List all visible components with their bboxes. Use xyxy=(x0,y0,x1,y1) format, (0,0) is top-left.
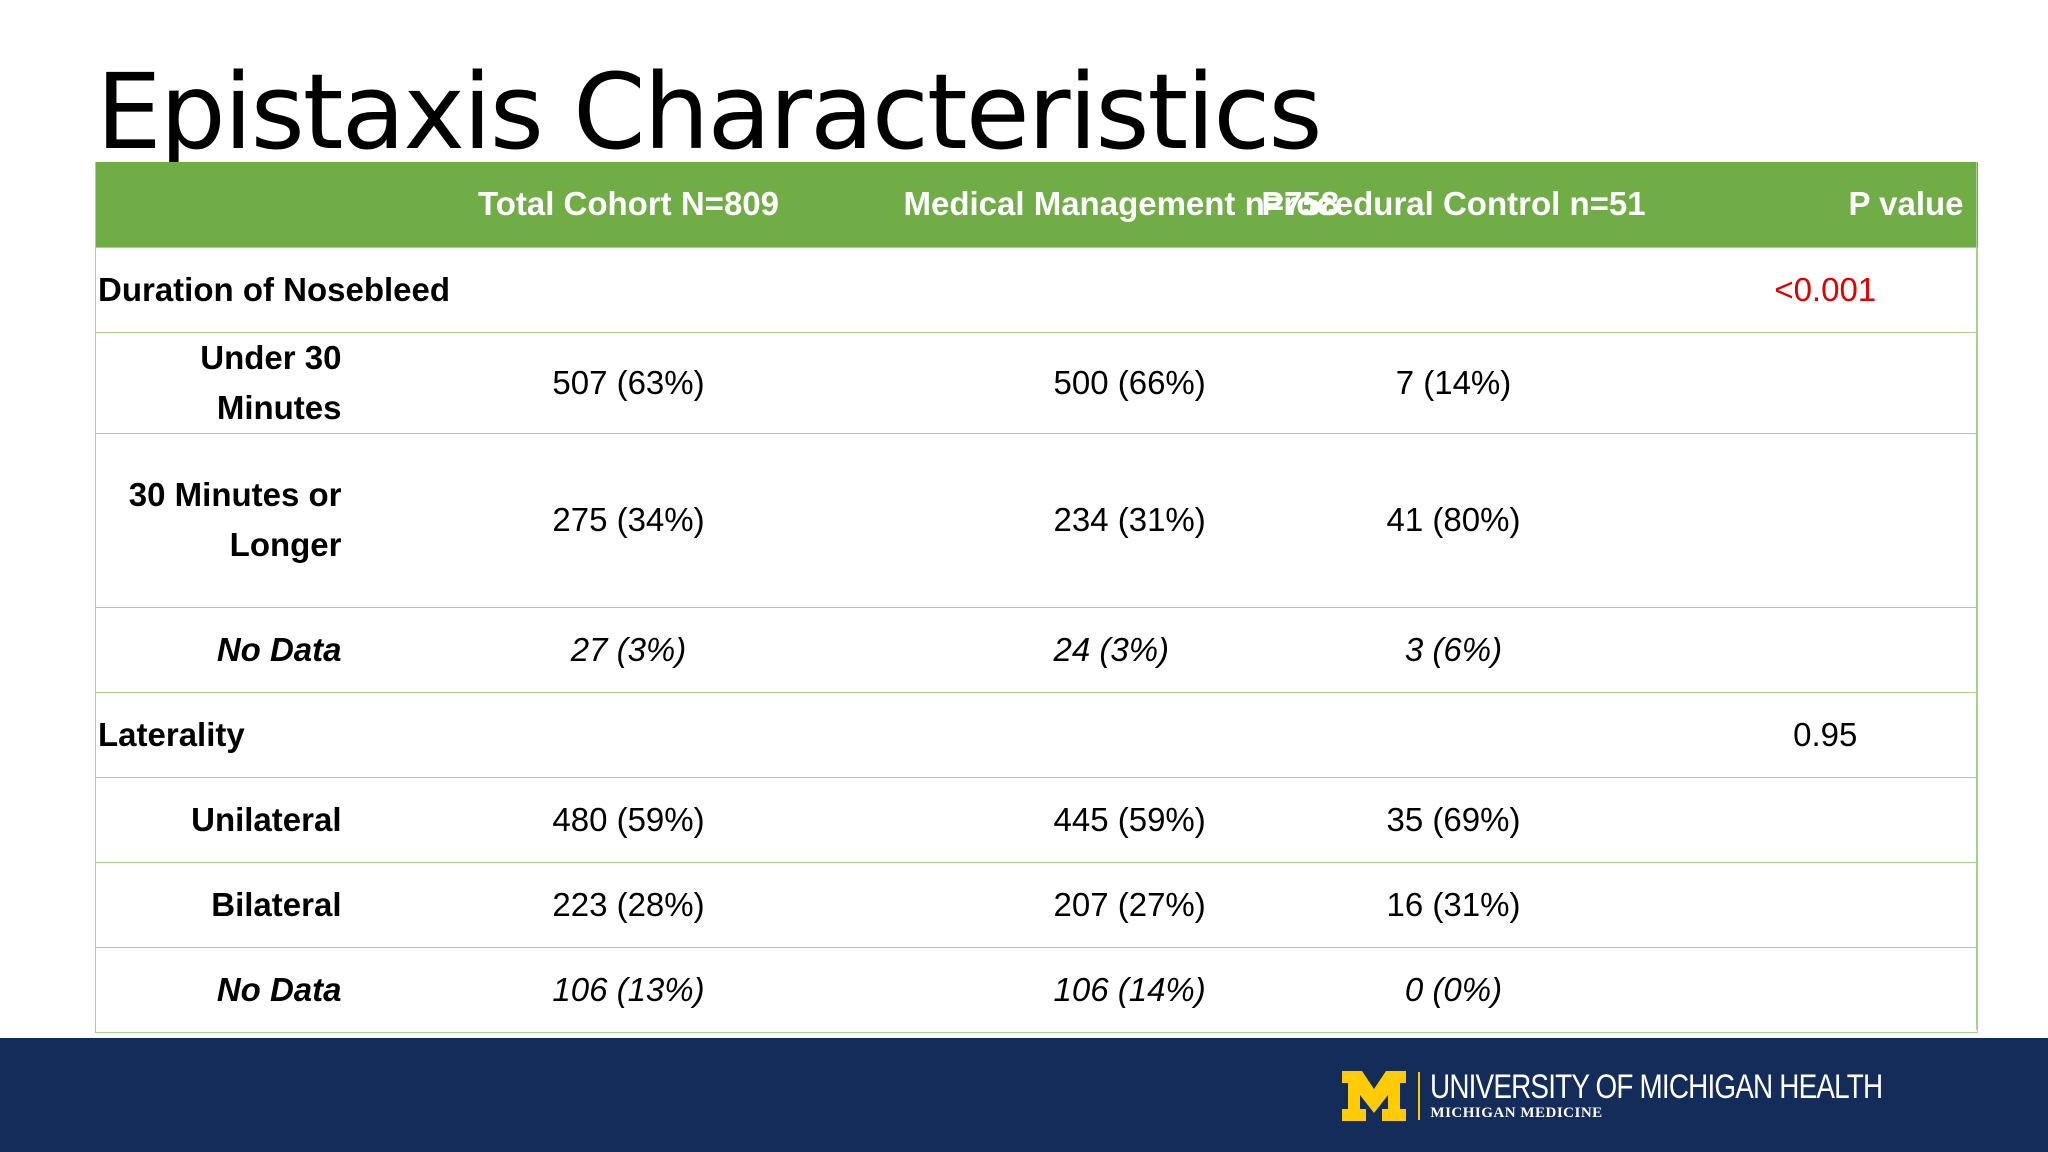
section-row-laterality: Laterality 0.95 xyxy=(95,691,1978,778)
logo-main-text: UNIVERSITY OF MICHIGAN HEALTH xyxy=(1430,1068,1883,1106)
logo-sub-text: MICHIGAN MEDICINE xyxy=(1430,1105,1603,1121)
p-value-laterality: 0.95 xyxy=(1673,691,1978,778)
header-procedural-control: Procedural Control n=51 xyxy=(1261,185,1646,223)
p-value-duration: <0.001 xyxy=(1673,246,1978,333)
header-p-value: P value xyxy=(1848,185,1964,223)
row-label: No Data xyxy=(95,606,354,693)
section-row-duration: Duration of Nosebleed <0.001 xyxy=(95,246,1978,333)
table-row: 30 Minutes or Longer 275 (34%) 234 (31%)… xyxy=(95,432,1978,608)
row-label: No Data xyxy=(95,946,354,1033)
header-cell-blank xyxy=(96,162,354,247)
cell-p-empty xyxy=(1673,861,1978,948)
block-m-icon xyxy=(1342,1071,1407,1121)
table-row: Under 30 Minutes 507 (63%) 500 (66%) 7 (… xyxy=(95,331,1978,434)
row-label: Bilateral xyxy=(95,861,354,948)
cell-total: 507 (63%) xyxy=(353,331,904,434)
cell-p-empty xyxy=(1673,331,1978,434)
logo-divider xyxy=(1418,1072,1421,1120)
cell-p-empty xyxy=(1673,776,1978,863)
characteristics-table: Total Cohort N=809 Medical Management n=… xyxy=(95,162,1978,1033)
cell-medical: 106 (14%) xyxy=(903,946,1234,1033)
section-label: Laterality xyxy=(95,691,1674,778)
cell-medical: 500 (66%) xyxy=(903,331,1234,434)
slide-title: Epistaxis Characteristics xyxy=(96,51,1323,173)
cell-medical: 24 (3%) xyxy=(903,606,1234,693)
cell-total: 223 (28%) xyxy=(353,861,904,948)
table-row: No Data 27 (3%) 24 (3%) 3 (6%) xyxy=(95,606,1978,693)
cell-total: 480 (59%) xyxy=(353,776,904,863)
cell-p-empty xyxy=(1673,606,1978,693)
cell-p-empty xyxy=(1673,432,1978,608)
cell-medical: 445 (59%) xyxy=(903,776,1234,863)
header-medical-management: Medical Management n=758 xyxy=(903,185,1340,223)
cell-total: 27 (3%) xyxy=(353,606,904,693)
table-row: No Data 106 (13%) 106 (14%) 0 (0%) xyxy=(95,946,1978,1033)
table-row: Bilateral 223 (28%) 207 (27%) 16 (31%) xyxy=(95,861,1978,948)
footer-bar xyxy=(0,1038,2048,1152)
table-row: Unilateral 480 (59%) 445 (59%) 35 (69%) xyxy=(95,776,1978,863)
row-label: Unilateral xyxy=(95,776,354,863)
cell-total: 106 (13%) xyxy=(353,946,904,1033)
header-total-cohort: Total Cohort N=809 xyxy=(477,185,779,223)
cell-procedural: 0 (0%) xyxy=(1233,946,1674,1033)
cell-medical: 207 (27%) xyxy=(903,861,1234,948)
cell-procedural: 3 (6%) xyxy=(1233,606,1674,693)
cell-procedural: 41 (80%) xyxy=(1233,432,1674,608)
table-header-row: Total Cohort N=809 Medical Management n=… xyxy=(95,162,1978,247)
row-label: Under 30 Minutes xyxy=(95,331,354,434)
cell-procedural: 35 (69%) xyxy=(1233,776,1674,863)
cell-procedural: 7 (14%) xyxy=(1233,331,1674,434)
row-label: 30 Minutes or Longer xyxy=(95,432,354,608)
university-logo: UNIVERSITY OF MICHIGAN HEALTH MICHIGAN M… xyxy=(1342,1068,1982,1121)
cell-total: 275 (34%) xyxy=(353,432,904,608)
cell-p-empty xyxy=(1673,946,1978,1033)
cell-medical: 234 (31%) xyxy=(903,432,1234,608)
cell-procedural: 16 (31%) xyxy=(1233,861,1674,948)
section-label: Duration of Nosebleed xyxy=(95,246,1674,333)
